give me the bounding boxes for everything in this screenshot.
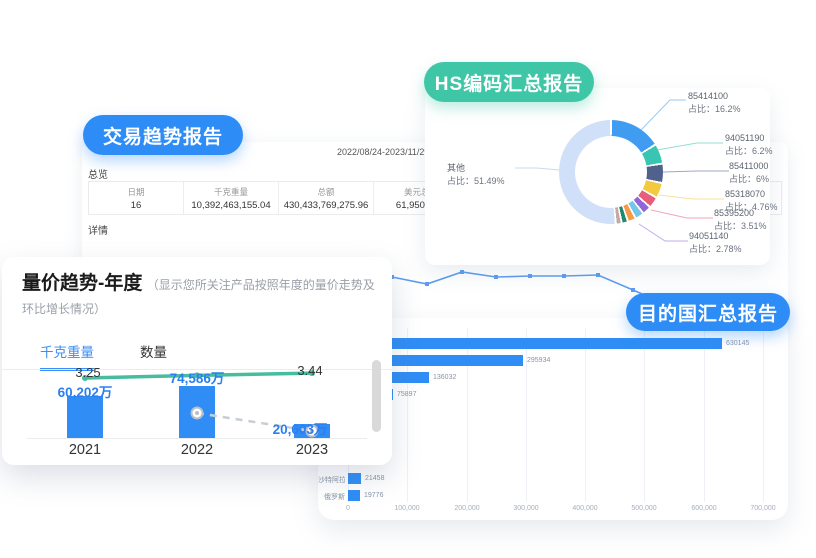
bar-value-label: 295934 [527, 357, 551, 364]
gridline [704, 328, 705, 502]
cell-value: 16 [130, 199, 142, 211]
cell-value: 10,392,463,155.04 [191, 199, 271, 211]
bar-value-2023: 20,603万 [272, 422, 328, 437]
slice-code: 其他 [447, 163, 466, 173]
table-cell-kg-weight: 千克重量 10,392,463,155.04 [184, 182, 279, 214]
destination-report-pill[interactable]: 目的国汇总报告 [626, 293, 790, 331]
hs-code-report-pill[interactable]: HS编码汇总报告 [424, 62, 594, 102]
pie-callout: 94051140 占比：2.78% [689, 230, 742, 256]
x-tick-2023: 2023 [295, 442, 329, 458]
category-label: 俄罗斯 [324, 494, 345, 501]
hs-code-summary-card: 85414100 占比：16.2% 94051190 占比：6.2% 85411… [425, 88, 778, 265]
gridline [763, 328, 764, 502]
slice-code: 85395200 [714, 208, 755, 218]
bar-value-label: 21458 [365, 475, 385, 482]
tab-quantity[interactable]: 数量 [140, 345, 167, 360]
detail-label: 详情 [88, 226, 108, 237]
gridline [526, 328, 527, 502]
slice-pct: 占比：6% [729, 174, 770, 185]
report-date-range: 2022/08/24-2023/11/29,产品编码 [337, 147, 468, 157]
slice-pct: 占比：4.76% [725, 202, 778, 213]
slice-code: 85318070 [725, 189, 766, 199]
pie-callout: 85411000 占比：6% [729, 160, 769, 186]
bar-value-2022: 74,586万 [169, 371, 225, 386]
dest-bar [348, 338, 722, 349]
pie-callout-other: 其他 占比：51.49% [447, 162, 505, 188]
table-cell-total: 总额 430,433,769,275.96 [279, 182, 374, 214]
bar-value-label: 19776 [364, 492, 384, 499]
price-label-2023: 3.44 [297, 363, 323, 378]
x-tick-2022: 2022 [180, 442, 214, 458]
dest-bar [348, 355, 523, 366]
column-header: 总额 [317, 186, 335, 197]
x-axis-tick: 100,000 [394, 505, 420, 512]
vertical-scrollbar-thumb[interactable] [372, 360, 381, 432]
gridline [585, 328, 586, 502]
tabs-divider [2, 369, 392, 370]
destination-summary-card: 0 100,000 200,000 300,000 400,000 500,000 600,… [318, 318, 788, 520]
bar-value-label: 136032 [433, 374, 457, 381]
category-label: 沙特阿拉伯 [318, 477, 345, 484]
bar-value-2021: 60,202万 [57, 385, 113, 400]
pie-callout: 94051190 占比：6.2% [725, 132, 773, 158]
donut-hole [575, 136, 647, 208]
card-subtitle: （显示您所关注产品按照年度的量价走势及环比增长情况） [22, 278, 375, 316]
bar-value-label: 630145 [726, 340, 750, 347]
card-title: 量价趋势-年度 [22, 273, 143, 294]
x-axis-tick: 200,000 [454, 505, 480, 512]
slice-code: 94051190 [725, 133, 765, 143]
gridline [467, 328, 468, 502]
slice-pct: 占比：6.2% [725, 146, 773, 157]
bar-2022 [179, 386, 215, 438]
x-tick-2021: 2021 [68, 442, 102, 458]
x-axis-tick: 400,000 [572, 505, 598, 512]
x-axis-tick: 600,000 [691, 505, 717, 512]
bar-value-label: 75897 [397, 391, 417, 398]
card-header: 量价趋势-年度 （显示您所关注产品按照年度的量价走势及环比增长情况） [22, 271, 376, 320]
slice-pct: 占比：51.49% [447, 176, 505, 187]
pie-callout: 85395200 占比：3.51% [714, 207, 767, 233]
slice-code: 85414100 [688, 91, 729, 101]
gridline [644, 328, 645, 502]
cell-value: 430,433,769,275.96 [283, 199, 369, 211]
slice-code: 94051140 [689, 231, 729, 241]
hs-donut-chart [559, 120, 663, 224]
trade-trend-report-pill[interactable]: 交易趋势报告 [83, 115, 243, 155]
cell-value: 61,950,145, [395, 199, 447, 211]
gridline [407, 328, 408, 502]
slice-pct: 占比：2.78% [689, 244, 742, 255]
overview-label: 总览 [88, 170, 108, 181]
slice-pct: 占比：3.51% [714, 221, 767, 232]
pie-callout: 85414100 占比：16.2% [688, 90, 741, 116]
volume-price-trend-card: 量价趋势-年度 （显示您所关注产品按照年度的量价走势及环比增长情况） 千克重量 … [2, 257, 392, 465]
table-cell-date: 日期 16 [89, 182, 184, 214]
x-axis-tick: 300,000 [513, 505, 539, 512]
x-axis-tick: 500,000 [631, 505, 657, 512]
column-header: 美元总额 [403, 186, 438, 197]
slice-code: 85411000 [729, 161, 769, 171]
x-axis-line [27, 438, 367, 439]
price-label-2021: 3.25 [75, 365, 101, 380]
x-axis-tick: 700,000 [750, 505, 776, 512]
bar-2021 [67, 396, 103, 438]
dest-bar [348, 473, 361, 484]
x-axis-tick: 0 [346, 505, 350, 512]
dest-bar [348, 490, 360, 501]
column-header: 日期 [127, 186, 145, 197]
column-header: 千克重量 [213, 186, 248, 197]
slice-pct: 占比：16.2% [688, 104, 741, 115]
pie-callout: 85318070 占比：4.76% [725, 188, 778, 214]
